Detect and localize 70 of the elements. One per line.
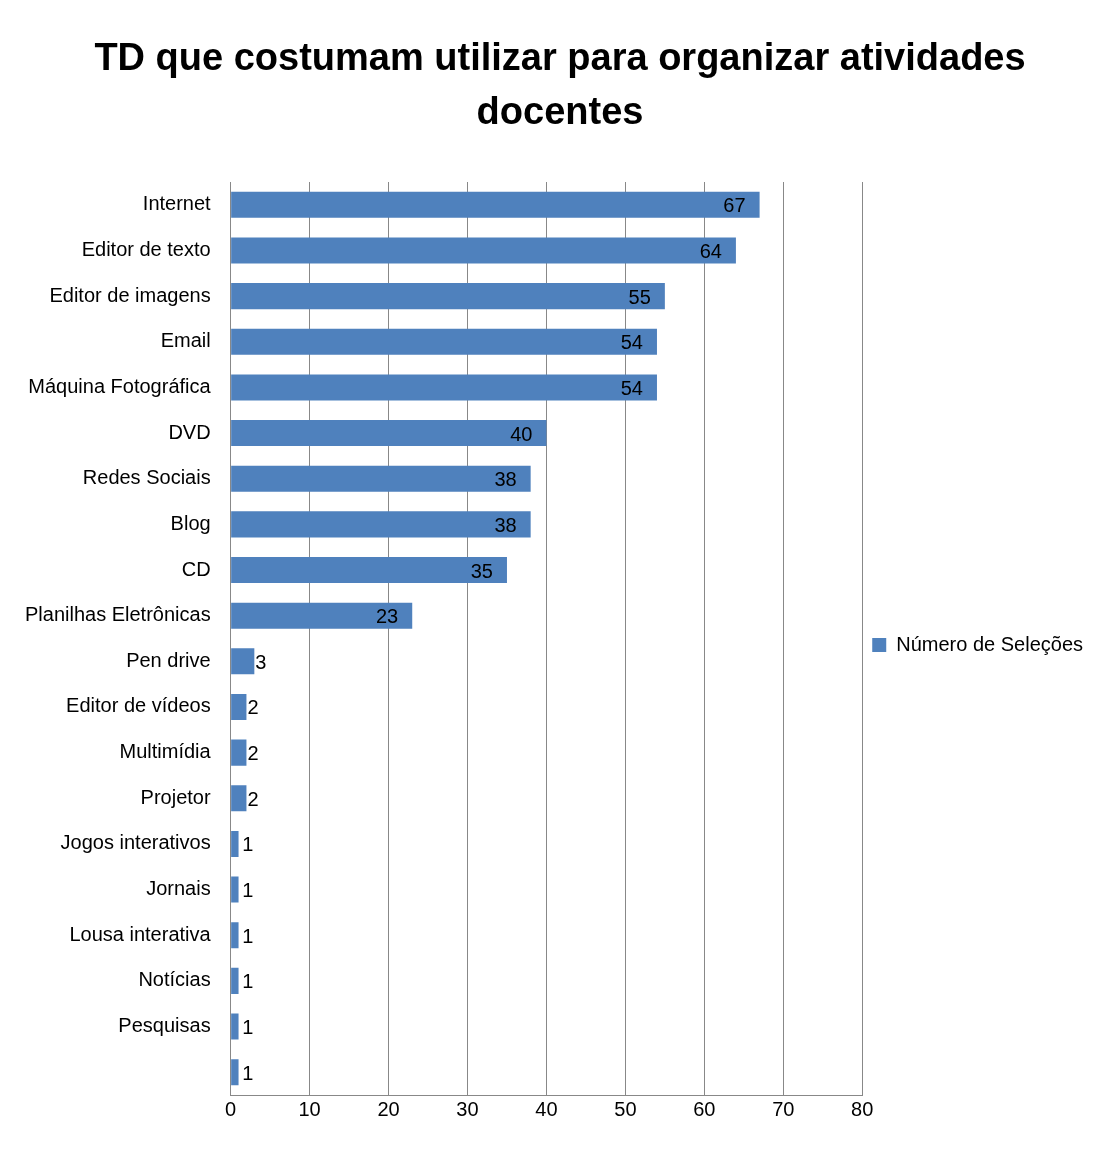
x-tick-label: 50 <box>614 1097 637 1120</box>
bar <box>231 191 760 218</box>
bar <box>231 511 531 538</box>
x-tick-label: 40 <box>535 1097 558 1120</box>
data-label: 2 <box>247 696 259 719</box>
y-tick-label: Pen drive <box>126 648 211 671</box>
bar <box>231 693 247 720</box>
bar <box>231 465 531 492</box>
bar <box>231 1059 239 1086</box>
data-label: 55 <box>628 285 651 308</box>
data-label: 54 <box>620 376 643 399</box>
data-label: 35 <box>470 559 493 582</box>
bar <box>231 785 247 812</box>
y-tick-label: Máquina Fotográfica <box>28 374 212 397</box>
bar <box>231 876 239 903</box>
y-tick-label: Projetor <box>140 785 211 808</box>
bar <box>231 602 413 629</box>
data-label: 64 <box>699 239 722 262</box>
x-tick-label: 0 <box>225 1097 237 1120</box>
bar <box>231 237 736 264</box>
chart-title: TD que costumam utilizar para organizar atividades docentes <box>93 35 1027 134</box>
y-tick-label: CD <box>181 557 211 580</box>
bar <box>231 374 657 401</box>
x-tick-label: 30 <box>456 1097 479 1120</box>
data-label: 1 <box>242 924 254 947</box>
data-label: 3 <box>255 650 267 673</box>
y-tick-label: Jornais <box>146 877 211 900</box>
y-tick-label: Redes Sociais <box>82 466 211 489</box>
y-tick-label: Editor de texto <box>81 237 211 260</box>
data-label: 2 <box>247 787 259 810</box>
y-tick-label: Email <box>160 329 211 352</box>
data-label: 67 <box>723 194 746 217</box>
y-tick-label: Notícias <box>138 968 211 991</box>
bar <box>231 557 507 584</box>
x-tick-label: 80 <box>851 1097 874 1120</box>
data-label: 1 <box>242 879 254 902</box>
data-label: 1 <box>242 833 254 856</box>
bar <box>231 328 657 355</box>
x-tick-label: 70 <box>772 1097 795 1120</box>
data-label: 1 <box>242 970 254 993</box>
y-tick-label: Planilhas Eletrônicas <box>25 603 211 626</box>
x-tick-label: 10 <box>298 1097 321 1120</box>
y-tick-label: Editor de vídeos <box>66 694 211 717</box>
x-tick-label: 20 <box>377 1097 400 1120</box>
y-tick-label: Lousa interativa <box>69 922 212 945</box>
y-tick-label: Jogos interativos <box>60 831 211 854</box>
data-label: 38 <box>494 468 517 491</box>
bar <box>231 420 547 447</box>
x-tick-label: 60 <box>693 1097 716 1120</box>
bar <box>231 739 247 766</box>
data-label: 23 <box>375 605 399 628</box>
y-tick-label: Internet <box>142 192 212 215</box>
bar <box>231 1013 239 1040</box>
data-label: 38 <box>494 513 517 536</box>
bar <box>231 830 239 857</box>
data-label: 1 <box>242 1061 254 1084</box>
bar <box>231 648 255 675</box>
data-label: 40 <box>510 422 533 445</box>
legend-label: Número de Seleções <box>896 632 1084 655</box>
data-label: 2 <box>247 742 259 765</box>
data-label: 54 <box>620 331 643 354</box>
y-tick-label: Pesquisas <box>118 1014 211 1037</box>
bar <box>231 922 239 949</box>
bar <box>231 283 665 310</box>
bar <box>231 967 239 994</box>
data-label: 1 <box>242 1016 254 1039</box>
y-tick-label: Blog <box>170 511 211 534</box>
y-tick-label: Multimídia <box>119 740 212 763</box>
y-tick-label: DVD <box>168 420 211 443</box>
y-tick-label: Editor de imagens <box>49 283 211 306</box>
